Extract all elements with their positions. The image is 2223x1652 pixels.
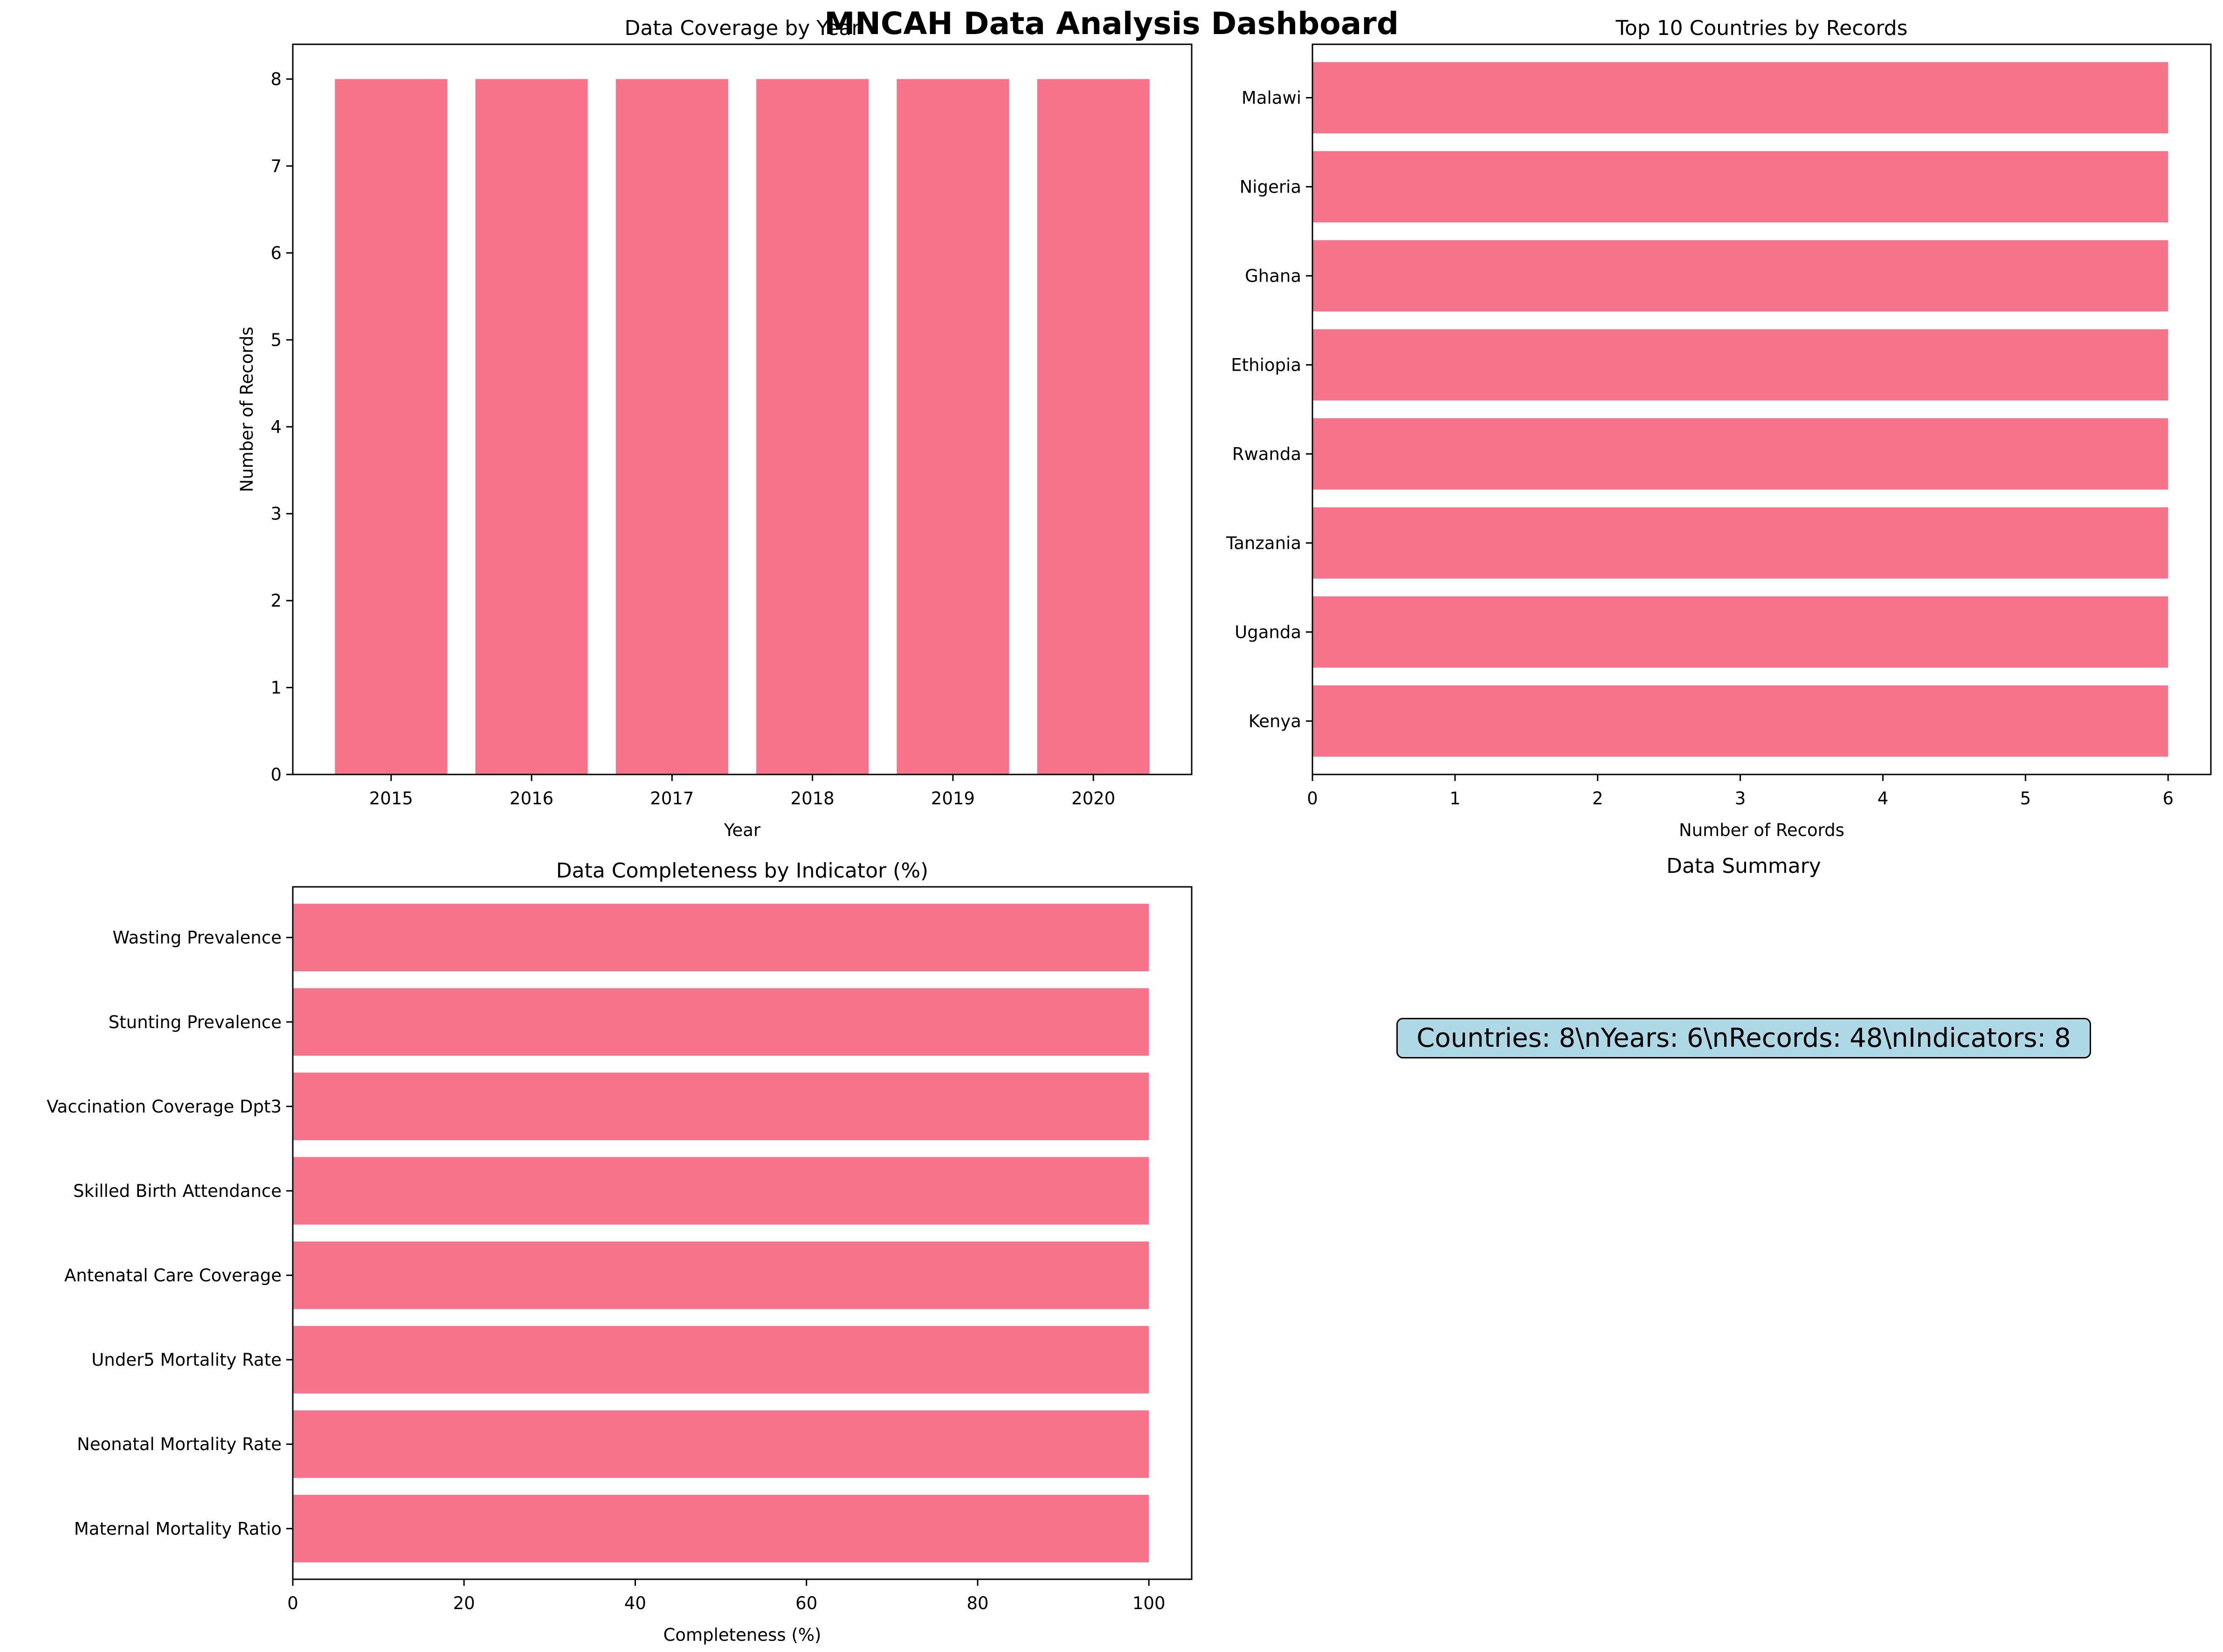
summary-title: Data Summary	[1666, 854, 1821, 878]
y-tick-label: Antenatal Care Coverage	[64, 1265, 282, 1286]
bar-kenya	[1312, 685, 2168, 757]
bar-uganda	[1312, 596, 2168, 668]
chart-title: Top 10 Countries by Records	[1615, 16, 1907, 40]
x-tick-label: 0	[287, 1593, 298, 1613]
x-tick-label: 2015	[369, 788, 413, 809]
x-tick-label: 1	[1450, 788, 1461, 809]
y-tick-label: Kenya	[1249, 711, 1301, 731]
y-tick-label: 7	[270, 156, 282, 176]
x-tick-label: 4	[1878, 788, 1889, 809]
summary-box: Countries: 8\nYears: 6\nRecords: 48\nInd…	[1396, 1018, 2091, 1058]
y-tick-label: Neonatal Mortality Rate	[77, 1434, 282, 1454]
bar-2017	[615, 79, 728, 775]
y-tick-label: Rwanda	[1232, 444, 1301, 464]
completeness-by-indicator-chart: Maternal Mortality Ratio Neonatal Mortali…	[47, 859, 1193, 1645]
bar-2019	[897, 79, 1009, 775]
top-countries-chart: Kenya Uganda Tanzania Rwanda Ethiopia Ghana Ni…	[1226, 16, 2212, 840]
bar-antenatal-care-coverage	[293, 1241, 1149, 1309]
y-tick-label: Skilled Birth Attendance	[73, 1181, 282, 1201]
y-tick-label: 1	[270, 678, 282, 698]
bar-stunting-prevalence	[293, 988, 1149, 1056]
y-tick-label: Uganda	[1235, 622, 1301, 642]
bar-wasting-prevalence	[293, 904, 1149, 972]
x-tick-label: 20	[453, 1593, 475, 1613]
bar-skilled-birth-attendance	[293, 1157, 1149, 1225]
x-tick-label: 3	[1735, 788, 1746, 809]
bar-ghana	[1312, 240, 2168, 311]
x-axis-label: Number of Records	[1679, 820, 1844, 840]
x-tick-label: 2017	[650, 788, 694, 809]
y-tick-label: 2	[270, 591, 282, 611]
bar-2016	[475, 79, 588, 775]
coverage-by-year-chart: 2015 2016 2017 2018 2019 2020 0 1 2 3 4 5 6 7 8 Data Co…	[237, 16, 1193, 840]
x-axis-label: Completeness (%)	[663, 1625, 822, 1645]
bar-maternal-mortality-ratio	[293, 1494, 1149, 1562]
y-tick-label: Tanzania	[1226, 533, 1301, 553]
bar-under5-mortality-rate	[293, 1326, 1149, 1394]
y-tick-label: 5	[270, 330, 282, 350]
y-tick-label: 8	[270, 69, 282, 90]
plot-frame	[292, 886, 1193, 1580]
x-tick-label: 0	[1307, 788, 1318, 809]
x-tick-label: 2018	[791, 788, 835, 809]
x-tick-label: 2	[1592, 788, 1603, 809]
summary-text: Countries: 8\nYears: 6\nRecords: 48\nInd…	[1416, 1023, 2071, 1053]
dashboard-title: MNCAH Data Analysis Dashboard	[824, 6, 1399, 41]
y-tick-label: Maternal Mortality Ratio	[74, 1519, 282, 1539]
x-tick-label: 100	[1132, 1593, 1166, 1613]
y-tick-label: Malawi	[1242, 88, 1301, 108]
plot-frame	[1312, 43, 2212, 775]
x-tick-label: 2016	[510, 788, 553, 809]
y-tick-label: 4	[270, 417, 282, 437]
bar-neonatal-mortality-rate	[293, 1410, 1149, 1478]
x-tick-label: 60	[795, 1593, 817, 1613]
y-tick-label: 0	[270, 765, 282, 785]
y-tick-label: Ghana	[1245, 266, 1301, 286]
bar-2015	[335, 79, 448, 775]
plot-frame	[292, 43, 1193, 775]
chart-title: Data Completeness by Indicator (%)	[556, 859, 928, 883]
bar-ethiopia	[1312, 329, 2168, 401]
bar-2018	[756, 79, 869, 775]
bar-2020	[1037, 79, 1150, 775]
x-tick-label: 6	[2162, 788, 2174, 809]
bar-vaccination-coverage-dpt3	[293, 1072, 1149, 1141]
x-tick-label: 40	[624, 1593, 646, 1613]
bar-rwanda	[1312, 418, 2168, 490]
y-tick-label: Vaccination Coverage Dpt3	[47, 1097, 282, 1117]
y-tick-label: Stunting Prevalence	[109, 1012, 282, 1032]
y-axis-label: Number of Records	[237, 327, 257, 492]
x-tick-label: 2019	[931, 788, 975, 809]
y-tick-label: Nigeria	[1240, 177, 1301, 197]
x-tick-label: 80	[967, 1593, 988, 1613]
y-tick-label: Ethiopia	[1231, 355, 1301, 375]
y-tick-label: 6	[270, 243, 282, 263]
chart-title: Data Coverage by Year	[625, 16, 861, 40]
bar-nigeria	[1312, 151, 2168, 222]
x-axis-label: Year	[724, 820, 761, 840]
y-tick-label: Wasting Prevalence	[112, 928, 282, 948]
x-tick-label: 2020	[1071, 788, 1115, 809]
y-tick-label: Under5 Mortality Rate	[91, 1350, 282, 1370]
bar-tanzania	[1312, 507, 2168, 579]
bar-malawi	[1312, 62, 2168, 133]
x-tick-label: 5	[2020, 788, 2031, 809]
y-tick-label: 3	[270, 504, 282, 524]
